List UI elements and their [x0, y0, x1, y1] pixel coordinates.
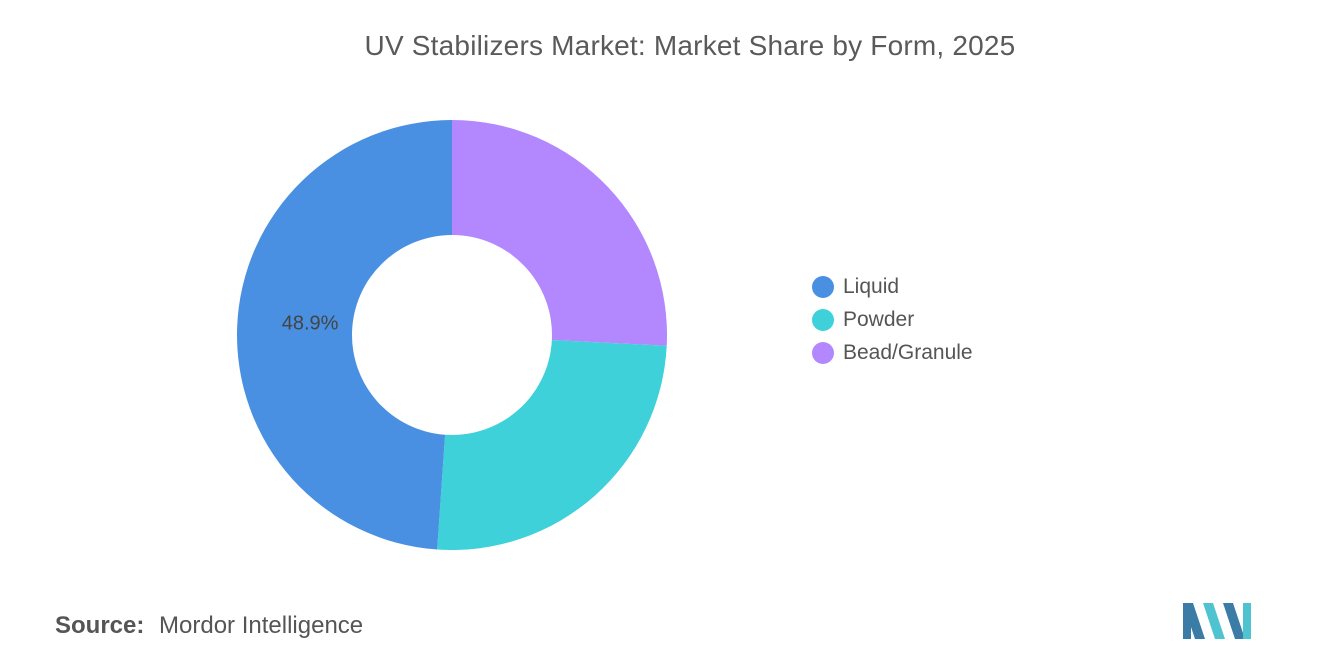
source-note: Source: Mordor Intelligence — [55, 612, 363, 640]
legend-label: Bead/Granule — [843, 340, 973, 364]
logo-mark-right — [1223, 603, 1245, 639]
legend-item-liquid: Liquid — [812, 270, 973, 303]
slice-bead-granule — [452, 120, 667, 346]
chart-legend: Liquid Powder Bead/Granule — [812, 270, 973, 369]
logo-mark-right-bar — [1243, 603, 1251, 639]
legend-item-powder: Powder — [812, 303, 973, 336]
slice-liquid — [237, 120, 452, 550]
legend-label: Powder — [843, 307, 915, 331]
legend-swatch — [812, 341, 834, 364]
source-text: Mordor Intelligence — [159, 612, 364, 639]
data-label-liquid: 48.9% — [282, 312, 339, 334]
slice-powder — [437, 340, 667, 550]
legend-swatch — [812, 275, 834, 298]
legend-item-bead-granule: Bead/Granule — [812, 336, 973, 369]
source-label: Source: — [55, 612, 145, 639]
mordor-intelligence-logo — [1183, 603, 1251, 639]
logo-mark-left-bar — [1183, 603, 1191, 639]
chart-title: UV Stabilizers Market: Market Share by F… — [364, 30, 1016, 61]
logo-mark-center — [1203, 603, 1225, 639]
legend-swatch — [812, 308, 834, 331]
legend-label: Liquid — [843, 274, 900, 298]
